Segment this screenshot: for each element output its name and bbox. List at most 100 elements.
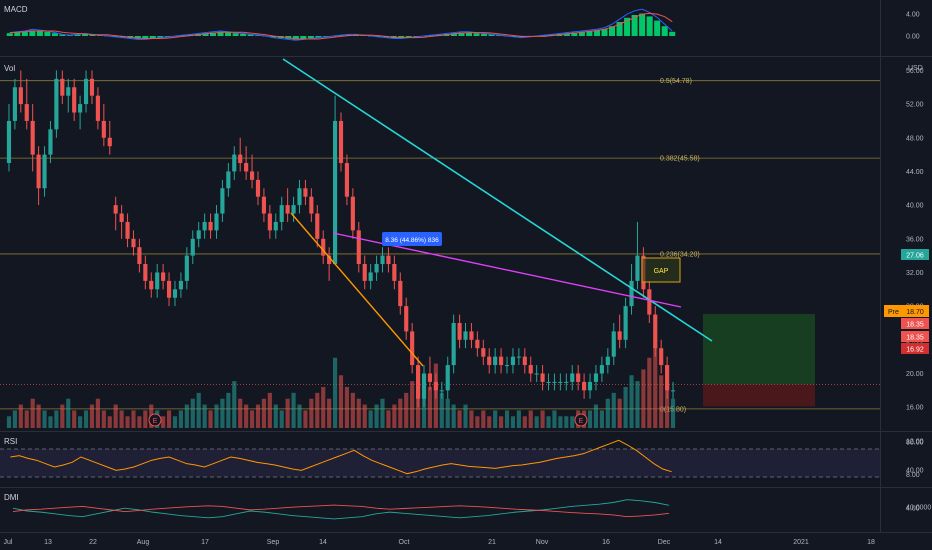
- volume-bar: [143, 410, 148, 428]
- candle-body: [309, 196, 314, 214]
- candle-body: [493, 356, 498, 366]
- volume-bar: [72, 410, 77, 428]
- volume-bar: [166, 410, 172, 428]
- candle-body: [60, 78, 65, 96]
- volume-bar: [493, 410, 498, 428]
- macd-axis-tick-label: 0.00: [906, 34, 920, 41]
- earnings-marker[interactable]: E: [148, 413, 162, 427]
- macd-histogram-bar: [639, 13, 646, 37]
- candle-body: [374, 264, 379, 273]
- macd-histogram-bar: [89, 34, 96, 36]
- macd-histogram-bar: [59, 34, 66, 36]
- macd-histogram-bar: [669, 31, 676, 36]
- volume-bar: [570, 416, 575, 428]
- macd-histogram-bar: [240, 33, 247, 36]
- candle-body: [350, 196, 355, 231]
- volume-bar: [617, 398, 622, 428]
- candle-body: [670, 390, 676, 392]
- macd-histogram-bar: [149, 36, 156, 39]
- candle-body: [54, 78, 59, 130]
- target-zone: [703, 314, 815, 385]
- volume-bar: [510, 416, 516, 428]
- rsi-pane[interactable]: [0, 432, 880, 486]
- volume-bar: [587, 410, 593, 428]
- candle-body: [368, 272, 373, 281]
- macd-histogram-bar: [247, 34, 254, 36]
- macd-histogram-bar: [624, 17, 631, 36]
- volume-bar: [202, 404, 207, 428]
- macd-signal-line: [9, 12, 673, 40]
- macd-histogram-bar: [315, 36, 322, 38]
- price-axis-tick-label: 44.00: [906, 169, 924, 176]
- candle-body: [48, 129, 53, 155]
- volume-bar: [487, 416, 492, 428]
- candle-body: [321, 238, 326, 256]
- candle-body: [202, 221, 207, 231]
- volume-bar: [137, 416, 142, 428]
- volume-bar: [309, 398, 314, 428]
- risk-reward-zone[interactable]: [0, 314, 880, 407]
- macd-histogram-bar: [202, 33, 209, 36]
- volume-bar: [344, 387, 350, 428]
- candle-body: [42, 154, 47, 189]
- volume-bar: [18, 404, 23, 428]
- candle-body: [220, 188, 225, 214]
- candle-body: [24, 104, 29, 121]
- volume-bar: [332, 357, 338, 428]
- macd-pane[interactable]: [0, 0, 880, 56]
- time-axis-label: Nov: [536, 539, 549, 546]
- candle-body: [66, 87, 71, 96]
- volume-bar: [131, 410, 136, 428]
- macd-histogram-bar: [225, 32, 232, 36]
- candle-body: [611, 331, 616, 357]
- candle-body: [18, 87, 23, 105]
- candle-body: [522, 356, 527, 366]
- volume-bar: [208, 410, 213, 428]
- gap-label: GAP: [654, 268, 669, 275]
- candle-body: [36, 154, 41, 189]
- macd-histogram-bar: [481, 33, 488, 36]
- candle-body: [647, 289, 652, 315]
- volume-bar: [445, 398, 450, 428]
- candle-body: [208, 221, 213, 231]
- macd-histogram-bar: [157, 36, 164, 38]
- macd-histogram-bar: [405, 36, 412, 38]
- time-axis-label: 2021: [793, 539, 809, 546]
- volume-bar: [457, 410, 462, 428]
- candle-body: [552, 381, 557, 383]
- volume-bar: [338, 375, 344, 428]
- candle-body: [421, 373, 427, 399]
- volume-bar: [469, 410, 474, 428]
- macd-histogram-bar: [6, 33, 13, 36]
- candle-body: [356, 230, 361, 265]
- price-axis-tick-label: 16.00: [906, 405, 924, 412]
- volume-bar: [125, 416, 130, 428]
- volume-bar: [410, 381, 415, 428]
- candle-body: [540, 373, 545, 382]
- macd-histogram-bar: [586, 31, 593, 36]
- dmi-indicator: [12, 499, 670, 520]
- volume-bar: [670, 398, 676, 428]
- volume-bar: [267, 392, 272, 428]
- candle-body: [546, 381, 551, 383]
- dmi-pane[interactable]: [0, 488, 880, 532]
- fib-level-label: 0.382(45.58): [660, 156, 700, 163]
- rsi-line: [10, 439, 672, 475]
- macd-histogram-bar: [601, 29, 608, 36]
- candle-body: [78, 104, 83, 113]
- candle-body: [119, 213, 124, 222]
- volume-bar: [528, 410, 533, 428]
- price-pane-title: Vol: [4, 64, 15, 73]
- candle-body: [593, 373, 599, 382]
- measure-tool[interactable]: 8.36 (44.86%) 836: [382, 232, 442, 246]
- earnings-marker[interactable]: E: [574, 413, 588, 427]
- volume-bar: [611, 392, 616, 428]
- volume-bar: [107, 416, 112, 428]
- time-axis[interactable]: Jul 13 22 Aug 17 Sep 14 Oct 21 Nov 16 Dec 14 2021 18: [4, 539, 875, 546]
- macd-histogram-bar: [631, 15, 638, 36]
- gap-annotation[interactable]: GAP: [641, 257, 681, 283]
- price-axis[interactable]: 56.0052.0048.0044.0040.0036.0032.0028.00…: [906, 12, 931, 513]
- candle-body: [475, 339, 480, 349]
- price-axis-tick-label: 36.00: [906, 236, 924, 243]
